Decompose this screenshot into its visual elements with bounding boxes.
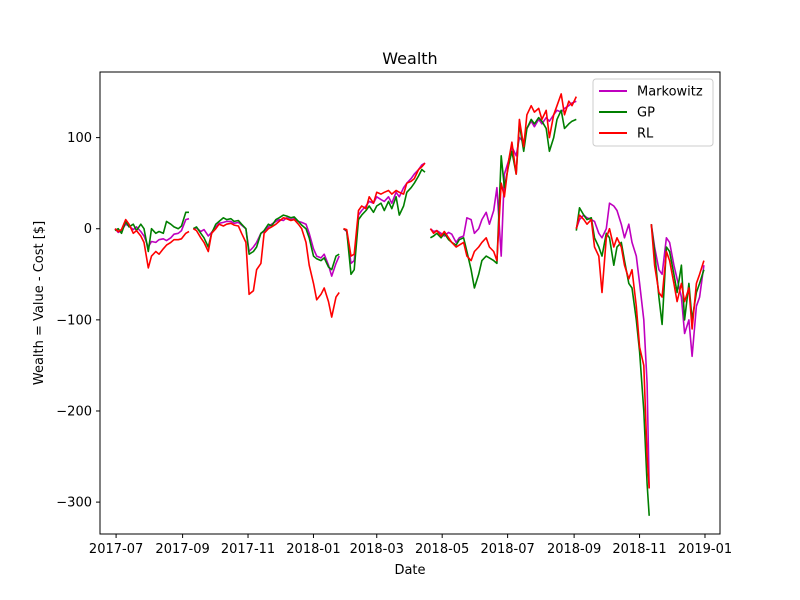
plot-frame (99, 71, 721, 535)
series-line-rl-1 (192, 217, 340, 318)
series-layer (114, 93, 705, 516)
y-tick-label: −200 (56, 404, 92, 419)
x-tick-label: 2017-11 (221, 542, 275, 557)
series-line-gp-4 (575, 207, 650, 516)
x-tick-label: 2017-07 (89, 542, 143, 557)
series-line-gp-2 (343, 168, 426, 276)
series-markowitz (114, 100, 705, 489)
series-line-markowitz-3 (429, 100, 577, 257)
series-line-rl-3 (429, 93, 578, 262)
y-axis: −300 −200 −100 0 100 (56, 131, 100, 511)
legend-label-rl: RL (637, 127, 654, 142)
legend-box (592, 78, 714, 147)
x-axis: 2017-07 2017-09 2017-11 2018-01 2018-03 2018-… (89, 534, 732, 557)
x-tick-label: 2018-05 (415, 542, 469, 557)
x-tick-label: 2018-09 (547, 542, 601, 557)
legend: Markowitz GP RL (592, 78, 714, 147)
y-tick-label: 100 (67, 131, 92, 146)
legend-label-markowitz: Markowitz (637, 85, 703, 100)
x-tick-label: 2017-09 (155, 542, 209, 557)
x-tick-label: 2018-01 (286, 542, 340, 557)
series-line-rl-5 (650, 224, 705, 330)
x-tick-label: 2018-03 (350, 542, 404, 557)
legend-label-gp: GP (637, 106, 655, 121)
series-line-gp-0 (114, 211, 189, 253)
series-rl (114, 93, 705, 489)
series-line-markowitz-5 (650, 224, 705, 358)
x-tick-label: 2019-01 (678, 542, 732, 557)
chart-title: Wealth (382, 49, 437, 68)
series-line-gp-1 (192, 214, 340, 271)
series-line-rl-2 (343, 162, 426, 257)
y-tick-label: −300 (56, 496, 92, 511)
series-line-markowitz-0 (114, 217, 190, 248)
series-gp (114, 109, 705, 516)
series-line-rl-4 (575, 214, 650, 489)
y-tick-label: −100 (56, 313, 92, 328)
y-axis-title: Wealth = Value - Cost [$] (32, 221, 47, 385)
x-tick-label: 2018-11 (612, 542, 666, 557)
x-tick-label: 2018-07 (480, 542, 534, 557)
series-line-rl-0 (114, 218, 190, 269)
x-axis-title: Date (394, 563, 425, 578)
y-tick-label: 0 (84, 222, 92, 237)
